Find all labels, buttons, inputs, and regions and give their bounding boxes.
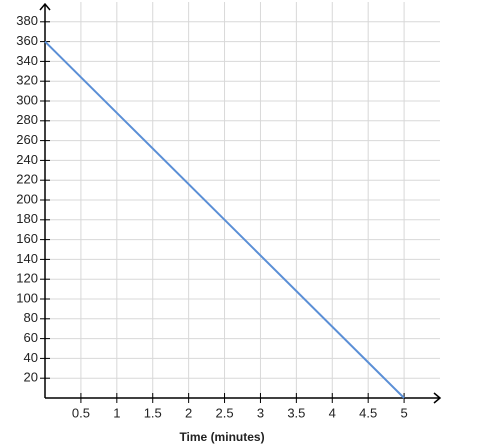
y-tick-label: 80 [24,310,38,325]
x-tick-label: 1.5 [144,405,162,420]
y-tick-label: 240 [16,152,38,167]
x-tick-label: 4.5 [359,405,377,420]
line [44,40,405,399]
y-tick-label: 20 [24,370,38,385]
y-tick-label: 180 [16,211,38,226]
x-tick-label: 4 [329,405,336,420]
x-tick-label: 3.5 [287,405,305,420]
y-tick-label: 140 [16,251,38,266]
y-tick-label: 120 [16,271,38,286]
y-tick-label: 260 [16,132,38,147]
y-tick-label: 200 [16,191,38,206]
x-tick-label: 2.5 [216,405,234,420]
y-tick-label: 220 [16,172,38,187]
y-axis [39,2,51,398]
x-tick-label: 3 [257,405,264,420]
y-tick-label: 340 [16,53,38,68]
x-tick-label: 1 [113,405,120,420]
x-tick-label: 2 [185,405,192,420]
y-tick-label: 40 [24,350,38,365]
x-axis [45,392,442,404]
y-tick-label: 360 [16,33,38,48]
y-tick-label: 380 [16,13,38,28]
y-tick-label: 280 [16,112,38,127]
y-tick-label: 160 [16,231,38,246]
y-tick-label: 60 [24,330,38,345]
x-tick-label: 0.5 [72,405,90,420]
x-axis-label: Time (minutes) [179,430,264,444]
x-tick-label: 5 [400,405,407,420]
y-tick-label: 100 [16,290,38,305]
y-tick-label: 300 [16,92,38,107]
y-tick-label: 320 [16,73,38,88]
